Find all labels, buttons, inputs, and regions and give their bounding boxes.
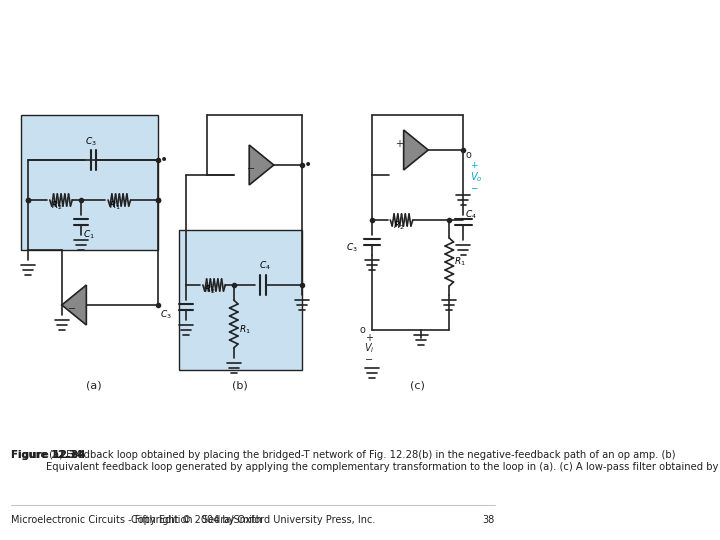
Bar xyxy=(179,230,302,370)
Text: Figure 12.34: Figure 12.34 xyxy=(11,450,82,460)
Text: $R_1$: $R_1$ xyxy=(109,199,121,212)
Text: −: − xyxy=(247,164,256,174)
Text: $R_2$: $R_2$ xyxy=(51,199,63,212)
Text: +: + xyxy=(365,333,373,343)
Text: (b): (b) xyxy=(233,380,248,390)
Text: −: − xyxy=(470,184,478,192)
Polygon shape xyxy=(249,145,274,185)
Bar xyxy=(21,115,158,250)
Text: −: − xyxy=(68,304,76,314)
Text: $C_3$: $C_3$ xyxy=(161,309,172,321)
Text: $C_3$: $C_3$ xyxy=(85,136,96,148)
Text: 38: 38 xyxy=(482,515,495,525)
Text: Copyright © 2004 by Oxford University Press, Inc.: Copyright © 2004 by Oxford University Pr… xyxy=(130,515,375,525)
Text: $C_4$: $C_4$ xyxy=(258,260,271,272)
Text: +: + xyxy=(470,160,478,170)
Polygon shape xyxy=(62,285,86,325)
Text: −: − xyxy=(365,355,373,365)
Text: $R_1$: $R_1$ xyxy=(454,256,466,268)
Text: +: + xyxy=(395,139,402,149)
Text: (a): (a) xyxy=(86,380,102,390)
Text: $C_1$: $C_1$ xyxy=(83,229,94,241)
Bar xyxy=(21,115,158,250)
Text: $C_4$: $C_4$ xyxy=(465,209,477,221)
Text: $V_o$: $V_o$ xyxy=(470,170,483,184)
Text: •: • xyxy=(304,158,312,172)
Text: Figure 12.34: Figure 12.34 xyxy=(11,450,85,460)
Text: $R_2$: $R_2$ xyxy=(393,219,405,232)
Text: •: • xyxy=(160,153,168,167)
Text: (c): (c) xyxy=(410,380,425,390)
Bar xyxy=(179,230,302,370)
Text: Microelectronic Circuits - Fifth Edition   Sedra/Smith: Microelectronic Circuits - Fifth Edition… xyxy=(11,515,261,525)
Text: $C_3$: $C_3$ xyxy=(346,242,358,254)
Text: $V_i$: $V_i$ xyxy=(364,341,374,355)
Text: $R_1$: $R_1$ xyxy=(239,324,251,336)
Text: $R_2$: $R_2$ xyxy=(204,284,216,296)
Text: o: o xyxy=(465,150,472,160)
Text: o: o xyxy=(359,325,365,335)
Polygon shape xyxy=(404,130,428,170)
Text: (a) Feedback loop obtained by placing the bridged-T network of Fig. 12.28(b) in : (a) Feedback loop obtained by placing th… xyxy=(46,450,720,471)
